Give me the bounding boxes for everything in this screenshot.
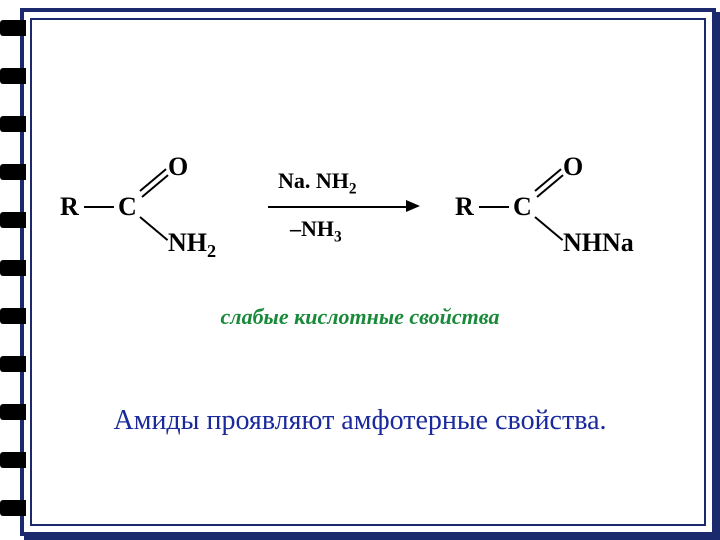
nh2-sub: 2 bbox=[207, 241, 216, 261]
arrow-head bbox=[406, 200, 420, 212]
spiral-tab bbox=[0, 20, 26, 36]
spiral-tab bbox=[0, 116, 26, 132]
prod-atom-R: R bbox=[455, 192, 474, 222]
product-molecule: R C O NHNa bbox=[455, 150, 665, 270]
spiral-tab bbox=[0, 356, 26, 372]
spiral-tab bbox=[0, 68, 26, 84]
reagent-bottom-prefix: – bbox=[290, 216, 301, 241]
spiral-tab bbox=[0, 452, 26, 468]
bond-r-c bbox=[84, 206, 114, 208]
reaction-arrow-group: Na. NH2 –NH3 bbox=[260, 150, 430, 270]
spiral-tab bbox=[0, 164, 26, 180]
reagent-top: Na. NH2 bbox=[278, 168, 357, 198]
spiral-tab bbox=[0, 260, 26, 276]
caption-weak-acid: слабые кислотные свойства bbox=[0, 304, 720, 330]
spiral-tab bbox=[0, 212, 26, 228]
spiral-tab bbox=[0, 500, 26, 516]
atom-C: C bbox=[118, 192, 137, 222]
reactant-molecule: R C O NH2 bbox=[60, 150, 240, 270]
reagent-bottom: –NH3 bbox=[290, 216, 342, 246]
prod-atom-NHNa: NHNa bbox=[563, 228, 634, 258]
reagent-bottom-text: NH bbox=[301, 216, 334, 241]
prod-bond-c-n bbox=[534, 216, 563, 241]
atom-O: O bbox=[168, 152, 188, 182]
bond-c-n bbox=[139, 216, 168, 241]
caption-amphoteric: Амиды проявляют амфотерные свойства. bbox=[0, 405, 720, 437]
arrow-line bbox=[268, 206, 408, 208]
prod-atom-O: O bbox=[563, 152, 583, 182]
reaction-scheme: R C O NH2 Na. NH2 –NH3 R C O NHNa bbox=[60, 150, 680, 280]
atom-NH2: NH2 bbox=[168, 228, 216, 262]
atom-R: R bbox=[60, 192, 79, 222]
nh2-text: NH bbox=[168, 228, 207, 257]
caption-amphoteric-text: Амиды проявляют амфотерные свойства. bbox=[114, 405, 607, 436]
reagent-top-sub: 2 bbox=[349, 180, 357, 197]
reagent-bottom-sub: 3 bbox=[334, 228, 342, 245]
prod-atom-C: C bbox=[513, 192, 532, 222]
prod-bond-r-c bbox=[479, 206, 509, 208]
caption-weak-acid-text: слабые кислотные свойства bbox=[221, 304, 500, 329]
reagent-top-text: Na. NH bbox=[278, 168, 349, 193]
